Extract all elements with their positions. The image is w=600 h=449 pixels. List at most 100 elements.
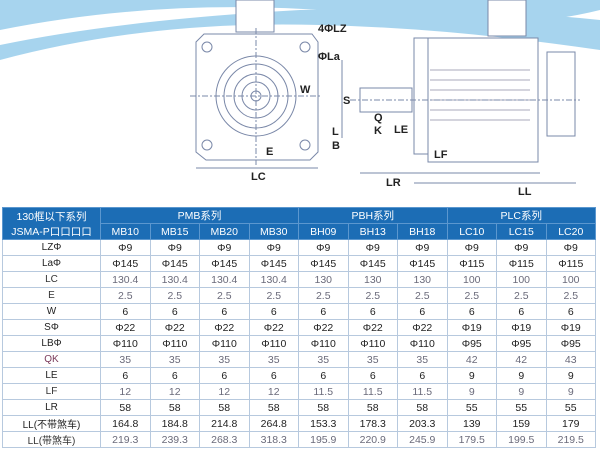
table-cell: 11.5 (347, 383, 398, 400)
row-label: LaΦ (2, 255, 101, 272)
table-cell: Φ9 (199, 239, 250, 256)
table-cell: 9 (446, 383, 497, 400)
table-cell: Φ9 (248, 239, 299, 256)
label-4-lz: 4ΦLZ (318, 23, 347, 35)
table-cell: 2.5 (199, 287, 250, 304)
table-cell: 58 (248, 399, 299, 416)
row-label: LL(不带煞车) (2, 415, 101, 432)
table-row: SΦ Φ22 Φ22 Φ22 Φ22 Φ22 Φ22 Φ22 Φ19 Φ19 Φ19 (2, 319, 596, 336)
table-cell: Φ115 (446, 255, 497, 272)
table-cell: 35 (298, 351, 349, 368)
table-cell: 130.4 (248, 271, 299, 288)
table-cell: 239.3 (149, 431, 200, 448)
label-lc: LC (251, 171, 266, 183)
label-e: E (266, 146, 273, 158)
table-cell: Φ145 (199, 255, 250, 272)
group-header: PBH系列 (298, 207, 448, 224)
table-cell: 35 (199, 351, 250, 368)
motor-dimension-drawing: 4ΦLZ ΦLa W E LC S Q K LE L B LF LR LL (0, 0, 600, 198)
table-cell: 35 (397, 351, 448, 368)
table-row: LL(不带煞车) 164.8 184.8 214.8 264.8 153.3 178.3 20… (2, 415, 596, 432)
table-cell: 100 (446, 271, 497, 288)
table-cell: 6 (149, 303, 200, 320)
table-cell: Φ9 (149, 239, 200, 256)
table-cell: Φ95 (446, 335, 497, 352)
front-view (190, 0, 322, 169)
table-row: LZΦ Φ9 Φ9 Φ9 Φ9 Φ9 Φ9 Φ9 Φ9 Φ9 Φ9 (2, 239, 596, 256)
table-cell: Φ9 (397, 239, 448, 256)
table-cell: 184.8 (149, 415, 200, 432)
label-la: ΦLa (318, 51, 341, 63)
table-cell: 130.4 (199, 271, 250, 288)
table-cell: Φ145 (397, 255, 448, 272)
table-cell: 6 (199, 367, 250, 384)
row-label: W (2, 303, 101, 320)
table-cell: Φ19 (496, 319, 547, 336)
table-cell: 58 (199, 399, 250, 416)
table-cell: 2.5 (248, 287, 299, 304)
table-cell: 58 (100, 399, 151, 416)
row-label: LC (2, 271, 101, 288)
group-header: PLC系列 (446, 207, 596, 224)
row-label: E (2, 287, 101, 304)
table-cell: Φ110 (347, 335, 398, 352)
table-cell: 159 (496, 415, 547, 432)
table-cell: 6 (545, 303, 596, 320)
table-cell: 6 (248, 303, 299, 320)
table-cell: 179 (545, 415, 596, 432)
label-w: W (300, 84, 311, 96)
table-row: QK 35 35 35 35 35 35 35 42 42 43 (2, 351, 596, 368)
model-header: MB10 (100, 223, 151, 240)
table-cell: 6 (347, 303, 398, 320)
corner-header: 130框以下系列 JSMA-P口口口口 (2, 207, 101, 240)
row-label: LL(带煞车) (2, 431, 101, 448)
table-cell: 130.4 (149, 271, 200, 288)
table-cell: Φ110 (397, 335, 448, 352)
table-cell: 179.5 (446, 431, 497, 448)
model-header: MB30 (248, 223, 299, 240)
table-cell: Φ22 (149, 319, 200, 336)
table-cell: Φ9 (100, 239, 151, 256)
side-view (341, 0, 580, 184)
table-cell: Φ110 (248, 335, 299, 352)
table-cell: 6 (199, 303, 250, 320)
table-cell: 9 (545, 383, 596, 400)
table-cell: 2.5 (347, 287, 398, 304)
table-cell: 55 (545, 399, 596, 416)
table-cell: Φ145 (149, 255, 200, 272)
table-cell: 2.5 (545, 287, 596, 304)
label-q: Q (374, 112, 383, 124)
label-l: L (332, 126, 339, 138)
table-cell: 2.5 (100, 287, 151, 304)
table-cell: 9 (496, 383, 547, 400)
row-label: LZΦ (2, 239, 101, 256)
table-cell: 35 (149, 351, 200, 368)
table-cell: Φ95 (496, 335, 547, 352)
table-cell: 268.3 (199, 431, 250, 448)
table-cell: Φ145 (347, 255, 398, 272)
table-cell: Φ22 (298, 319, 349, 336)
table-cell: 139 (446, 415, 497, 432)
table-cell: 2.5 (298, 287, 349, 304)
table-row: LE 6 6 6 6 6 6 6 9 9 9 (2, 367, 596, 384)
table-cell: Φ9 (496, 239, 547, 256)
label-k: K (374, 125, 382, 137)
table-cell: 9 (496, 367, 547, 384)
table-cell: 203.3 (397, 415, 448, 432)
table-cell: 58 (298, 399, 349, 416)
table-cell: Φ22 (248, 319, 299, 336)
table-cell: 6 (397, 367, 448, 384)
table-cell: 6 (397, 303, 448, 320)
table-row: LL(带煞车) 219.3 239.3 268.3 318.3 195.9 220.9 245… (2, 431, 596, 448)
table-cell: 9 (545, 367, 596, 384)
table-cell: Φ9 (446, 239, 497, 256)
table-cell: 12 (248, 383, 299, 400)
table-row: LR 58 58 58 58 58 58 58 55 55 55 (2, 399, 596, 416)
table-cell: Φ9 (298, 239, 349, 256)
table-cell: 2.5 (397, 287, 448, 304)
table-cell: Φ95 (545, 335, 596, 352)
table-cell: 245.9 (397, 431, 448, 448)
table-cell: 11.5 (397, 383, 448, 400)
model-header: BH18 (397, 223, 448, 240)
